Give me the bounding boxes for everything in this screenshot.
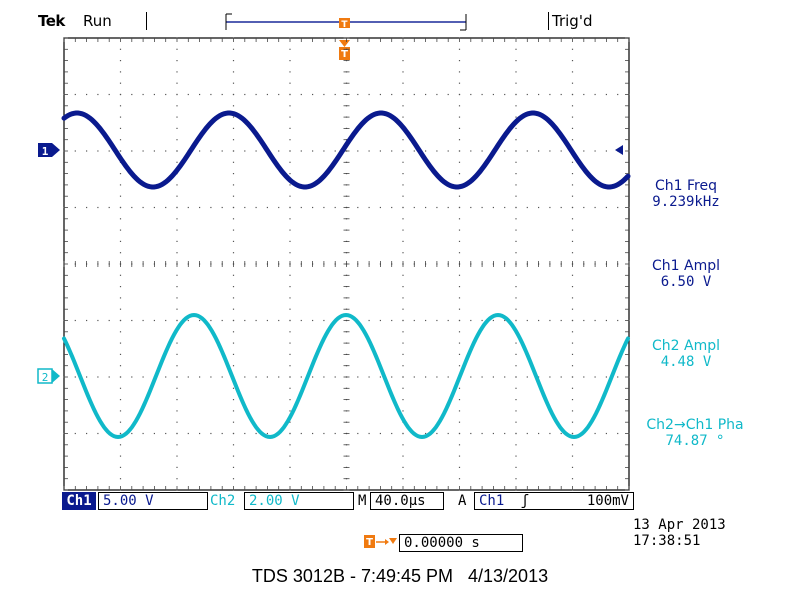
svg-text:2: 2 — [42, 371, 49, 384]
measurement-value: 4.48 V — [660, 354, 712, 370]
measurement-label: Ch1 Freq — [655, 178, 717, 194]
trigger-level-icon — [615, 145, 623, 155]
graticule-grid — [63, 37, 630, 491]
measurement-ch2-ch1-phase: Ch2→Ch1 Pha 74.87 ° — [630, 417, 760, 449]
date-time: 13 Apr 2013 17:38:51 — [633, 517, 726, 549]
timebase-value[interactable]: 40.0µs — [370, 492, 444, 510]
trigger-mode: A — [458, 493, 467, 509]
measurement-ch1-ampl: Ch1 Ampl 6.50 V — [636, 258, 736, 290]
timebase-prefix: M — [358, 493, 367, 509]
measurement-value: 74.87 ° — [665, 433, 725, 449]
ch2-waveform — [62, 312, 630, 440]
screenshot-caption: TDS 3012B - 7:49:45 PM 4/13/2013 — [251, 566, 549, 586]
trigger-level: 100mV — [586, 493, 629, 509]
date: 13 Apr 2013 — [633, 517, 726, 533]
trigger-position: T 0.00000 s — [363, 534, 523, 554]
measurement-value: 9.239kHz — [652, 194, 720, 210]
svg-text:1: 1 — [42, 145, 49, 158]
trigger-settings[interactable]: Ch1 ʃ 100mV — [474, 492, 634, 510]
trigger-position-value[interactable]: 0.00000 s — [399, 534, 523, 552]
trigger-delay-icon: T — [364, 535, 397, 548]
brand-logo: Tek — [38, 12, 65, 30]
ch1-label[interactable]: Ch1 — [62, 492, 96, 510]
measurement-label: Ch2 Ampl — [652, 338, 720, 354]
header-divider — [146, 12, 147, 30]
ch1-scale[interactable]: 5.00 V — [98, 492, 208, 510]
ch1-ground-marker: 1 — [38, 143, 60, 158]
status-bar: Ch1 5.00 V Ch2 2.00 V M 40.0µs A Ch1 ʃ 1… — [62, 492, 634, 510]
svg-text:T: T — [341, 49, 348, 60]
measurement-ch1-freq: Ch1 Freq 9.239kHz — [636, 178, 736, 210]
acquisition-status: Run — [83, 12, 112, 30]
ch1-waveform — [61, 110, 631, 190]
trigger-slope-icon: ʃ — [520, 493, 530, 509]
ch2-ground-marker: 2 — [37, 368, 60, 384]
trigger-marker-icon: T T — [339, 18, 350, 60]
ch2-scale[interactable]: 2.00 V — [244, 492, 354, 510]
measurement-label: Ch1 Ampl — [652, 258, 720, 274]
svg-text:T: T — [366, 537, 373, 548]
svg-text:T: T — [341, 20, 348, 30]
trigger-status: Trig'd — [552, 12, 593, 30]
ch2-label[interactable]: Ch2 — [210, 493, 236, 509]
measurement-ch2-ampl: Ch2 Ampl 4.48 V — [636, 338, 736, 370]
header-divider — [548, 12, 549, 30]
trigger-source: Ch1 — [479, 493, 505, 509]
time: 17:38:51 — [633, 533, 701, 549]
measurement-value: 6.50 V — [660, 274, 712, 290]
measurement-label: Ch2→Ch1 Pha — [646, 417, 744, 433]
